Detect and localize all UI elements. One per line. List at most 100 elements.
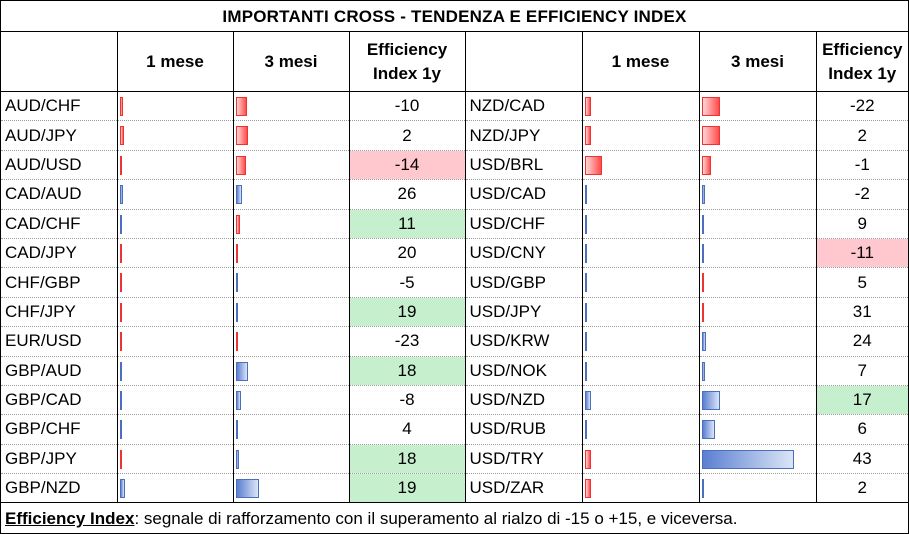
- efficiency-value: -22: [816, 91, 908, 122]
- trend-bar: [119, 302, 122, 322]
- trend-cell-m1: [582, 120, 700, 151]
- efficiency-value: 43: [816, 444, 908, 475]
- efficiency-value: 31: [816, 297, 908, 328]
- trend-cell-m3: [699, 179, 817, 210]
- trend-bar: [235, 214, 241, 234]
- table-row: AUD/USD -14 USD/BRL -1: [1, 150, 908, 181]
- trend-cell-m3: [699, 414, 817, 445]
- header-1-mese-left: 1 mese: [117, 32, 234, 92]
- trend-cell-m3: [699, 91, 817, 122]
- header-3-mesi-left: 3 mesi: [233, 32, 350, 92]
- pair-name: CAD/CHF: [1, 209, 118, 239]
- trend-bar: [584, 420, 587, 440]
- trend-cell-m3: [699, 326, 817, 357]
- trend-bar: [235, 332, 238, 352]
- trend-cell-m3: [233, 238, 350, 269]
- pair-name: CHF/JPY: [1, 297, 118, 328]
- header-eff-line2: Index 1y: [828, 63, 897, 83]
- trend-bar: [701, 479, 704, 499]
- efficiency-value: -8: [349, 385, 466, 416]
- pair-name: GBP/CHF: [1, 414, 118, 445]
- trend-cell-m1: [582, 473, 700, 504]
- efficiency-value: 9: [816, 209, 908, 239]
- trend-bar: [701, 332, 707, 352]
- trend-cell-m1: [117, 120, 234, 151]
- trend-cell-m1: [582, 444, 700, 475]
- trend-bar: [119, 185, 123, 205]
- cross-table: 1 mese 3 mesi Efficiency Index 1y 1 mese…: [1, 32, 908, 504]
- trend-bar: [701, 126, 720, 146]
- trend-bar: [584, 361, 587, 381]
- trend-cell-m1: [582, 385, 700, 416]
- efficiency-value: 17: [816, 385, 908, 416]
- trend-bar: [584, 214, 587, 234]
- table-row: CAD/JPY 20 USD/CNY -11: [1, 238, 908, 269]
- trend-cell-m1: [582, 267, 700, 298]
- header-3-mesi-right: 3 mesi: [699, 32, 817, 92]
- pair-name: NZD/JPY: [465, 120, 583, 151]
- trend-bar: [235, 97, 247, 116]
- trend-cell-m1: [117, 209, 234, 239]
- header-efficiency-left: Efficiency Index 1y: [349, 32, 466, 92]
- trend-bar: [235, 420, 238, 440]
- efficiency-value: -1: [816, 150, 908, 181]
- efficiency-value: 24: [816, 326, 908, 357]
- header-pair-left: [1, 32, 118, 92]
- pair-name: USD/CNY: [465, 238, 583, 269]
- trend-cell-m1: [117, 444, 234, 475]
- trend-cell-m3: [233, 91, 350, 122]
- trend-bar: [235, 390, 242, 410]
- trend-bar: [235, 302, 238, 322]
- trend-cell-m1: [117, 473, 234, 504]
- pair-name: USD/CAD: [465, 179, 583, 210]
- efficiency-value: -5: [349, 267, 466, 298]
- trend-bar: [584, 243, 587, 263]
- trend-bar: [701, 243, 704, 263]
- trend-bar: [584, 126, 592, 146]
- trend-bar: [701, 449, 794, 469]
- table-row: CHF/GBP -5 USD/GBP 5: [1, 267, 908, 298]
- trend-bar: [701, 420, 716, 440]
- trend-bar: [119, 479, 126, 499]
- trend-bar: [584, 185, 587, 205]
- table-row: GBP/NZD 19 USD/ZAR 2: [1, 473, 908, 504]
- trend-cell-m1: [117, 414, 234, 445]
- trend-bar: [235, 155, 246, 175]
- efficiency-value: 18: [349, 356, 466, 386]
- efficiency-value: -2: [816, 179, 908, 210]
- pair-name: USD/ZAR: [465, 473, 583, 504]
- trend-cell-m3: [233, 150, 350, 181]
- trend-cell-m1: [582, 356, 700, 386]
- trend-cell-m1: [582, 297, 700, 328]
- efficiency-value: 19: [349, 297, 466, 328]
- trend-cell-m3: [233, 179, 350, 210]
- table-row: CAD/AUD 26 USD/CAD -2: [1, 179, 908, 210]
- efficiency-value: -11: [816, 238, 908, 269]
- trend-cell-m1: [117, 326, 234, 357]
- trend-cell-m1: [582, 209, 700, 239]
- trend-cell-m3: [699, 238, 817, 269]
- footer-note: Efficiency Index: segnale di rafforzamen…: [5, 509, 737, 529]
- trend-bar: [701, 273, 704, 293]
- pair-name: USD/NOK: [465, 356, 583, 386]
- table-row: CHF/JPY 19 USD/JPY 31: [1, 297, 908, 328]
- trend-bar: [235, 243, 238, 263]
- trend-cell-m1: [117, 150, 234, 181]
- trend-bar: [584, 449, 592, 469]
- pair-name: USD/BRL: [465, 150, 583, 181]
- footer-label: Efficiency Index: [5, 509, 135, 528]
- pair-name: NZD/CAD: [465, 91, 583, 122]
- pair-name: GBP/NZD: [1, 473, 118, 504]
- pair-name: USD/GBP: [465, 267, 583, 298]
- trend-bar: [701, 155, 711, 175]
- table-body: AUD/CHF -10 NZD/CAD -22 AUD/JPY 2 NZD/JPY 2 AUD/…: [1, 91, 908, 504]
- trend-bar: [701, 390, 720, 410]
- trend-bar: [119, 332, 122, 352]
- trend-bar: [701, 302, 704, 322]
- efficiency-value: -10: [349, 91, 466, 122]
- trend-bar: [701, 361, 705, 381]
- pair-name: GBP/AUD: [1, 356, 118, 386]
- trend-cell-m1: [117, 91, 234, 122]
- trend-cell-m1: [117, 297, 234, 328]
- trend-bar: [119, 214, 122, 234]
